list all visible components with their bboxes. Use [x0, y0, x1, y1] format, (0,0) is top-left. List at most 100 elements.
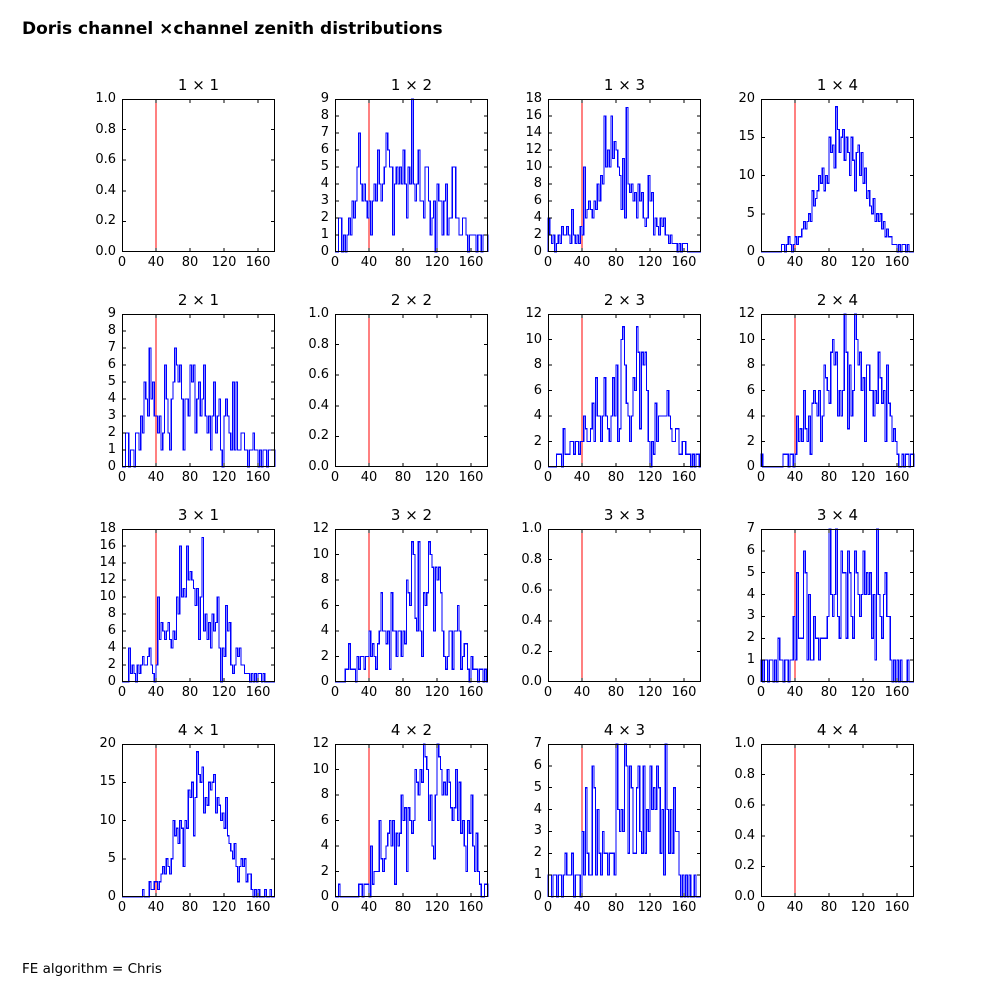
y-tick-label: 0.0	[734, 889, 755, 904]
y-tick-label: 4	[320, 623, 329, 638]
x-tick-label: 40	[786, 900, 804, 915]
x-tick-label: 40	[573, 470, 591, 485]
y-tick-label: 4	[533, 210, 542, 225]
subplot-title: 2 × 2	[390, 291, 433, 309]
y-tick-label: 6	[746, 542, 755, 558]
subplot-title: 3 × 4	[816, 506, 859, 524]
plot-area	[335, 314, 488, 467]
y-tick-label: 8	[107, 606, 116, 621]
x-tick-label: 0	[117, 685, 127, 700]
y-tick-label: 1.0	[734, 736, 755, 751]
y-tick-label: 0	[533, 889, 542, 904]
axes-frame	[335, 99, 488, 252]
y-tick-label: 0	[107, 889, 116, 904]
subplot-1×4: 1 × 4 0 5 10 15 20 0 40 80 120 160	[738, 76, 914, 270]
y-tick-label: 0.0	[95, 244, 116, 259]
x-tick-label: 80	[181, 900, 199, 915]
y-tick-label: 5	[746, 564, 755, 580]
y-tick-label: 0.8	[95, 121, 116, 137]
x-tick-label: 80	[394, 255, 412, 270]
axes-frame	[548, 99, 701, 252]
x-tick-label: 160	[245, 685, 271, 700]
y-tick-label: 16	[525, 108, 542, 123]
y-tick-label: 7	[746, 521, 755, 536]
histogram-line	[122, 347, 276, 468]
subplot-title: 4 × 2	[390, 721, 433, 739]
x-tick-label: 160	[671, 685, 697, 700]
axes-frame	[122, 99, 275, 252]
x-tick-label: 80	[820, 900, 838, 915]
subplot-2×2: 2 × 2 0.0 0.2 0.4 0.6 0.8 1.0 0 40 80 120 160	[308, 291, 488, 485]
y-tick-label: 2	[320, 648, 329, 664]
subplot-1×1: 1 × 1 0.0 0.2 0.4 0.6 0.8 1.0 0 40 80 120 160	[95, 76, 275, 270]
x-tick-label: 120	[211, 470, 237, 485]
y-tick-label: 0.4	[308, 397, 329, 413]
x-tick-label: 80	[181, 685, 199, 700]
x-tick-label: 160	[458, 685, 484, 700]
subplot-title: 4 × 4	[816, 721, 859, 739]
y-tick-label: 12	[312, 521, 329, 536]
y-tick-label: 12	[99, 572, 116, 587]
y-tick-label: 18	[99, 521, 116, 536]
x-tick-label: 0	[543, 470, 553, 485]
y-tick-label: 9	[320, 91, 329, 106]
x-tick-label: 0	[117, 900, 127, 915]
x-tick-label: 0	[756, 470, 766, 485]
x-tick-label: 40	[147, 470, 165, 485]
plot-area	[760, 313, 915, 468]
subplot-title: 1 × 2	[390, 76, 433, 94]
x-tick-label: 80	[394, 685, 412, 700]
plot-area	[548, 314, 701, 468]
x-tick-label: 40	[360, 900, 378, 915]
x-tick-label: 0	[330, 900, 340, 915]
y-tick-label: 6	[320, 142, 329, 157]
x-tick-label: 40	[360, 255, 378, 270]
y-tick-label: 8	[746, 357, 755, 372]
subplot-4×4: 4 × 4 0.0 0.2 0.4 0.6 0.8 1.0 0 40 80 120 160	[734, 721, 914, 915]
y-tick-label: 14	[525, 125, 542, 140]
x-tick-label: 120	[850, 685, 876, 700]
subplot-3×2: 3 × 2 0 2 4 6 8 10 12 0 40 80 120 160	[312, 506, 488, 700]
subplot-3×3: 3 × 3 0.0 0.2 0.4 0.6 0.8 1.0 0 40 80 120 160	[521, 506, 701, 700]
plot-area	[335, 98, 489, 253]
x-tick-label: 160	[458, 255, 484, 270]
subplot-title: 2 × 1	[177, 291, 220, 309]
y-tick-label: 4	[320, 176, 329, 191]
y-tick-label: 1	[107, 442, 116, 457]
x-tick-label: 0	[756, 900, 766, 915]
y-tick-label: 4	[107, 391, 116, 406]
x-tick-label: 120	[850, 470, 876, 485]
x-tick-label: 40	[360, 685, 378, 700]
subplot-1×3: 1 × 3 0 2 4 6 8 10 12 14 16 18 0 40 80 120 160	[525, 76, 701, 270]
axes-frame	[761, 529, 914, 682]
plot-area	[335, 529, 488, 683]
x-tick-label: 120	[424, 470, 450, 485]
histogram-line	[760, 528, 914, 683]
y-tick-label: 3	[107, 408, 116, 423]
y-tick-label: 0	[320, 244, 329, 259]
plot-area	[761, 99, 914, 253]
subplot-2×1: 2 × 1 0 1 2 3 4 5 6 7 8 9 0 40 80 120 160	[108, 291, 276, 485]
subplot-title: 3 × 2	[390, 506, 433, 524]
y-tick-label: 15	[738, 129, 755, 145]
plot-area	[335, 743, 489, 898]
x-tick-label: 160	[671, 470, 697, 485]
axes-frame	[122, 529, 275, 682]
x-tick-label: 80	[607, 255, 625, 270]
x-tick-label: 120	[424, 255, 450, 270]
y-tick-label: 20	[738, 91, 755, 106]
figure-title: Doris channel ×channel zenith distributi…	[22, 19, 443, 39]
y-tick-label: 3	[320, 193, 329, 208]
y-tick-label: 2	[746, 433, 755, 449]
x-tick-label: 0	[543, 900, 553, 915]
y-tick-label: 5	[533, 779, 542, 795]
histogram-line	[548, 326, 701, 468]
y-tick-label: 10	[525, 159, 542, 174]
y-tick-label: 0.0	[308, 459, 329, 474]
y-tick-label: 0.6	[521, 582, 542, 598]
y-tick-label: 5	[107, 850, 116, 866]
x-tick-label: 0	[756, 685, 766, 700]
y-tick-label: 6	[320, 812, 329, 828]
histogram-line	[335, 743, 489, 898]
